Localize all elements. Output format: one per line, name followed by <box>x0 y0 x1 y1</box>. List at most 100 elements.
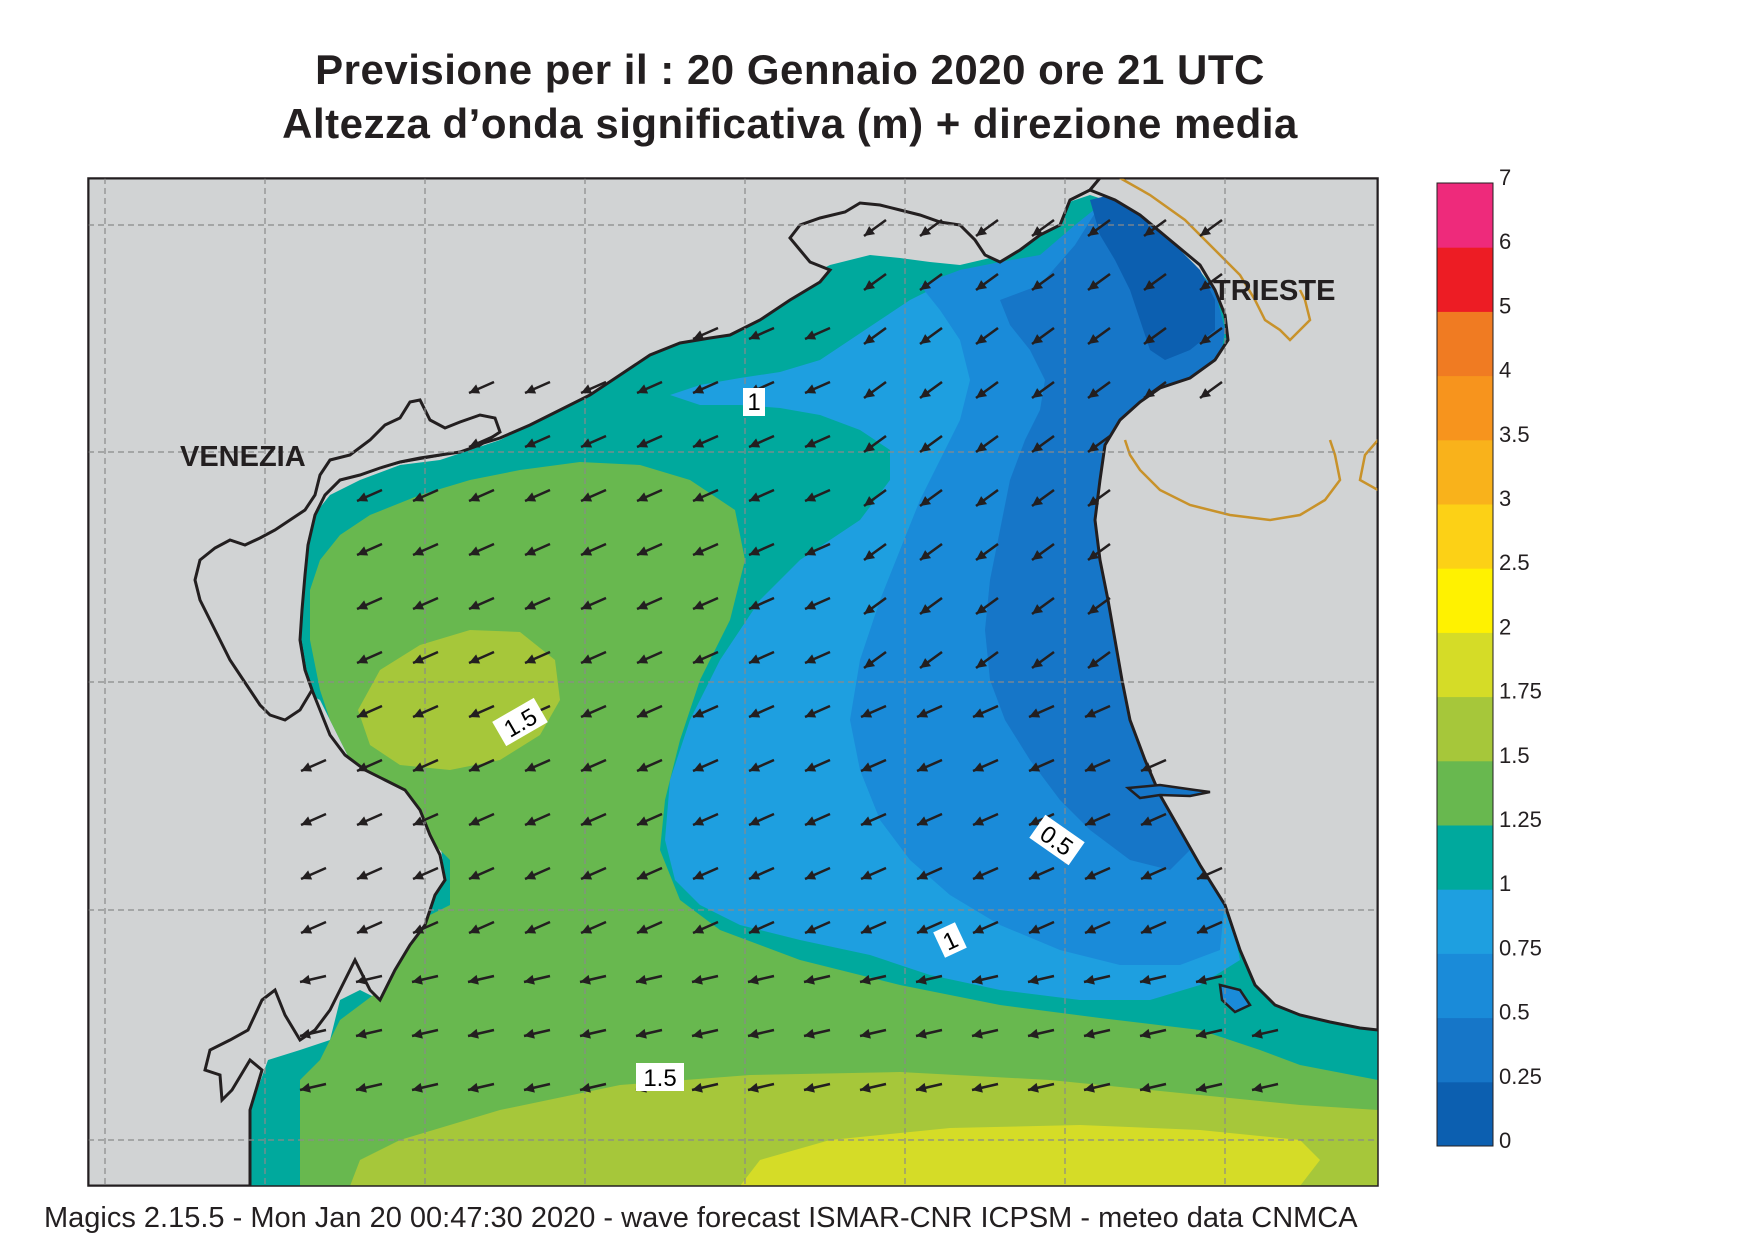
wave-arrow-head <box>413 816 425 826</box>
wave-arrow-head <box>1084 1028 1095 1039</box>
colorbar-tick-label: 1 <box>1499 871 1511 896</box>
wave-arrow-head <box>1196 1082 1207 1093</box>
wave-arrow-head <box>749 546 761 556</box>
wave-arrow-head <box>1140 1082 1151 1093</box>
wave-arrow-head <box>805 492 817 502</box>
wave-arrow-head <box>357 708 369 718</box>
sea-band-0-0.25 <box>1090 195 1215 360</box>
colorbar-swatch <box>1437 953 1493 1019</box>
wave-arrow-head <box>357 762 369 772</box>
wave-arrow-head <box>300 1028 311 1039</box>
wave-arrow-head <box>976 388 988 398</box>
wave-arrow-head <box>1200 388 1212 398</box>
wave-arrow-head <box>749 492 761 502</box>
map-panel: VENEZIA TRIESTE 1 1.5 0.5 1 1.5 <box>88 178 1378 1186</box>
colorbar-swatch <box>1437 247 1493 312</box>
wave-arrow-head <box>637 924 649 934</box>
wave-arrow-head <box>972 1028 983 1039</box>
wave-arrow-head <box>749 438 761 448</box>
wave-arrow-head <box>920 388 932 398</box>
wave-arrow-head <box>525 600 537 610</box>
colorbar-tick-label: 1.25 <box>1499 807 1542 832</box>
wave-arrow-head <box>525 492 537 502</box>
wave-arrow-head <box>1032 334 1044 344</box>
wave-arrow-head <box>357 870 369 880</box>
wave-arrow-head <box>1197 870 1209 880</box>
wave-arrow-head <box>805 762 817 772</box>
wave-arrow-head <box>412 1082 423 1093</box>
wave-arrow-head <box>693 384 705 394</box>
wave-arrow-head <box>525 546 537 556</box>
wave-arrow-head <box>917 708 929 718</box>
wave-arrow-head <box>469 762 481 772</box>
bay-istria-1 <box>1124 783 1211 800</box>
wave-arrow-head <box>469 870 481 880</box>
wave-arrow-head <box>581 546 593 556</box>
contour-label-1.5-south: 1.5 <box>636 1063 684 1092</box>
wave-arrow-head <box>357 492 369 502</box>
wave-arrow-head <box>693 762 705 772</box>
wave-arrow-head <box>804 1082 815 1093</box>
contour-label-1-north: 1 <box>743 388 765 416</box>
wave-arrow-head <box>973 708 985 718</box>
wave-arrow-head <box>693 546 705 556</box>
wave-arrow-head <box>805 708 817 718</box>
wave-arrow-head <box>357 546 369 556</box>
wave-arrow-head <box>1032 226 1044 236</box>
map-frame <box>87 177 1379 1187</box>
wave-arrow-head <box>413 708 425 718</box>
wave-arrow-head <box>300 974 311 985</box>
colorbar-tick-label: 1.75 <box>1499 679 1542 704</box>
wave-arrow-head <box>1028 974 1039 985</box>
wave-arrow-head <box>805 330 817 340</box>
wave-arrow-head <box>976 496 988 506</box>
wave-arrow-head <box>636 1028 647 1039</box>
wave-arrow-head <box>1141 924 1153 934</box>
wave-arrow-head <box>413 492 425 502</box>
wave-arrow-head <box>581 870 593 880</box>
wave-arrow-head <box>972 1082 983 1093</box>
wave-arrow-head <box>864 604 876 614</box>
wave-arrow-head <box>973 870 985 880</box>
wave-arrow-head <box>301 924 313 934</box>
colorbar-swatch <box>1437 889 1493 954</box>
wave-arrow-head <box>864 334 876 344</box>
wave-arrow-head <box>920 496 932 506</box>
wave-arrow-head <box>581 816 593 826</box>
wave-arrow-head <box>1088 388 1100 398</box>
wave-arrow-head <box>1200 280 1212 290</box>
wave-arrow-head <box>692 1082 703 1093</box>
wave-arrow-head <box>1085 762 1097 772</box>
wave-arrow-head <box>356 1082 367 1093</box>
wave-arrow-head <box>1196 1028 1207 1039</box>
colorbar-tick-label: 5 <box>1499 293 1511 318</box>
contour-label-text: 1 <box>747 389 760 416</box>
wave-arrow-head <box>920 226 932 236</box>
wave-arrow-head <box>1028 1082 1039 1093</box>
wave-arrow-head <box>1028 1028 1039 1039</box>
colorbar-tick-label: 3.5 <box>1499 422 1530 447</box>
wave-arrow-head <box>805 816 817 826</box>
wave-arrow-head <box>1144 280 1156 290</box>
wave-arrow-head <box>1200 334 1212 344</box>
wave-arrow-head <box>920 442 932 452</box>
wave-arrow-head <box>1144 334 1156 344</box>
wave-arrow-head <box>301 762 313 772</box>
wave-arrow-head <box>1029 870 1041 880</box>
wave-arrow-head <box>637 600 649 610</box>
wave-arrow-head <box>861 870 873 880</box>
wave-arrow-head <box>1032 604 1044 614</box>
wave-arrow-head <box>581 492 593 502</box>
wave-arrow-head <box>1088 604 1100 614</box>
colorbar-swatch <box>1437 311 1493 377</box>
wave-arrow-head <box>580 1028 591 1039</box>
wave-arrow-head <box>693 654 705 664</box>
wave-arrow-head <box>581 762 593 772</box>
wave-arrow-head <box>976 334 988 344</box>
sea-band-1.75-2 <box>740 1125 1320 1186</box>
wave-arrow-head <box>1141 762 1153 772</box>
wave-arrow-head <box>525 762 537 772</box>
wave-arrow-head <box>749 330 761 340</box>
wave-arrow-head <box>749 708 761 718</box>
wave-arrow-head <box>469 600 481 610</box>
